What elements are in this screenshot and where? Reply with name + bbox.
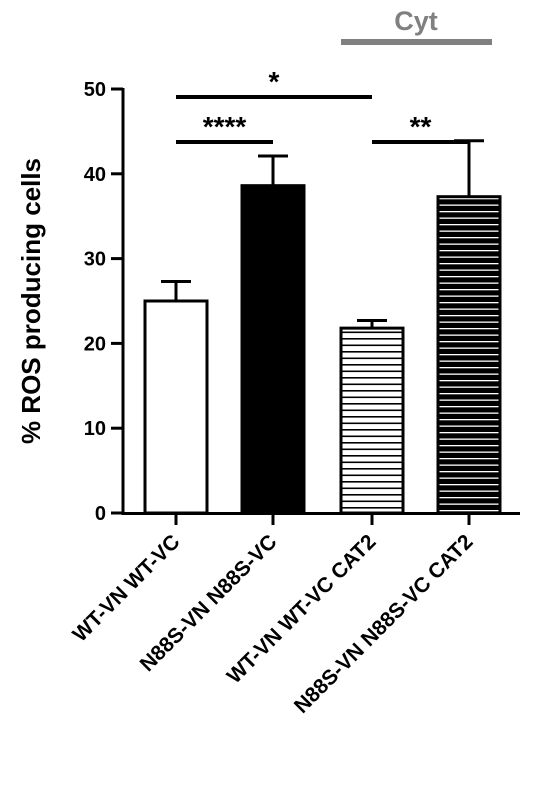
y-tick-label: 10	[84, 418, 106, 440]
significance-brackets: ***** **	[176, 66, 469, 144]
bar-2	[240, 184, 306, 515]
x-tick-label: N88S-VN N88S-VC CAT2	[290, 530, 478, 718]
y-axis-label: % ROS producing cells	[16, 158, 46, 444]
y-ticks: 0 10 20 30 40 50	[84, 79, 123, 525]
group-label: Cyt	[394, 6, 438, 36]
bar-3	[339, 326, 405, 515]
bar-1	[143, 299, 209, 515]
bar-4	[436, 195, 502, 515]
y-tick-label: 20	[84, 333, 106, 355]
significance-label: **	[410, 111, 432, 142]
y-tick-label: 40	[84, 164, 106, 186]
error-bars	[161, 139, 484, 329]
y-tick-label: 50	[84, 79, 106, 101]
bars	[143, 184, 502, 515]
y-tick-label: 0	[95, 503, 106, 525]
significance-label: *	[269, 66, 280, 97]
group-annotation: Cyt	[341, 6, 492, 45]
significance-label: ****	[203, 111, 247, 142]
y-tick-label: 30	[84, 249, 106, 271]
